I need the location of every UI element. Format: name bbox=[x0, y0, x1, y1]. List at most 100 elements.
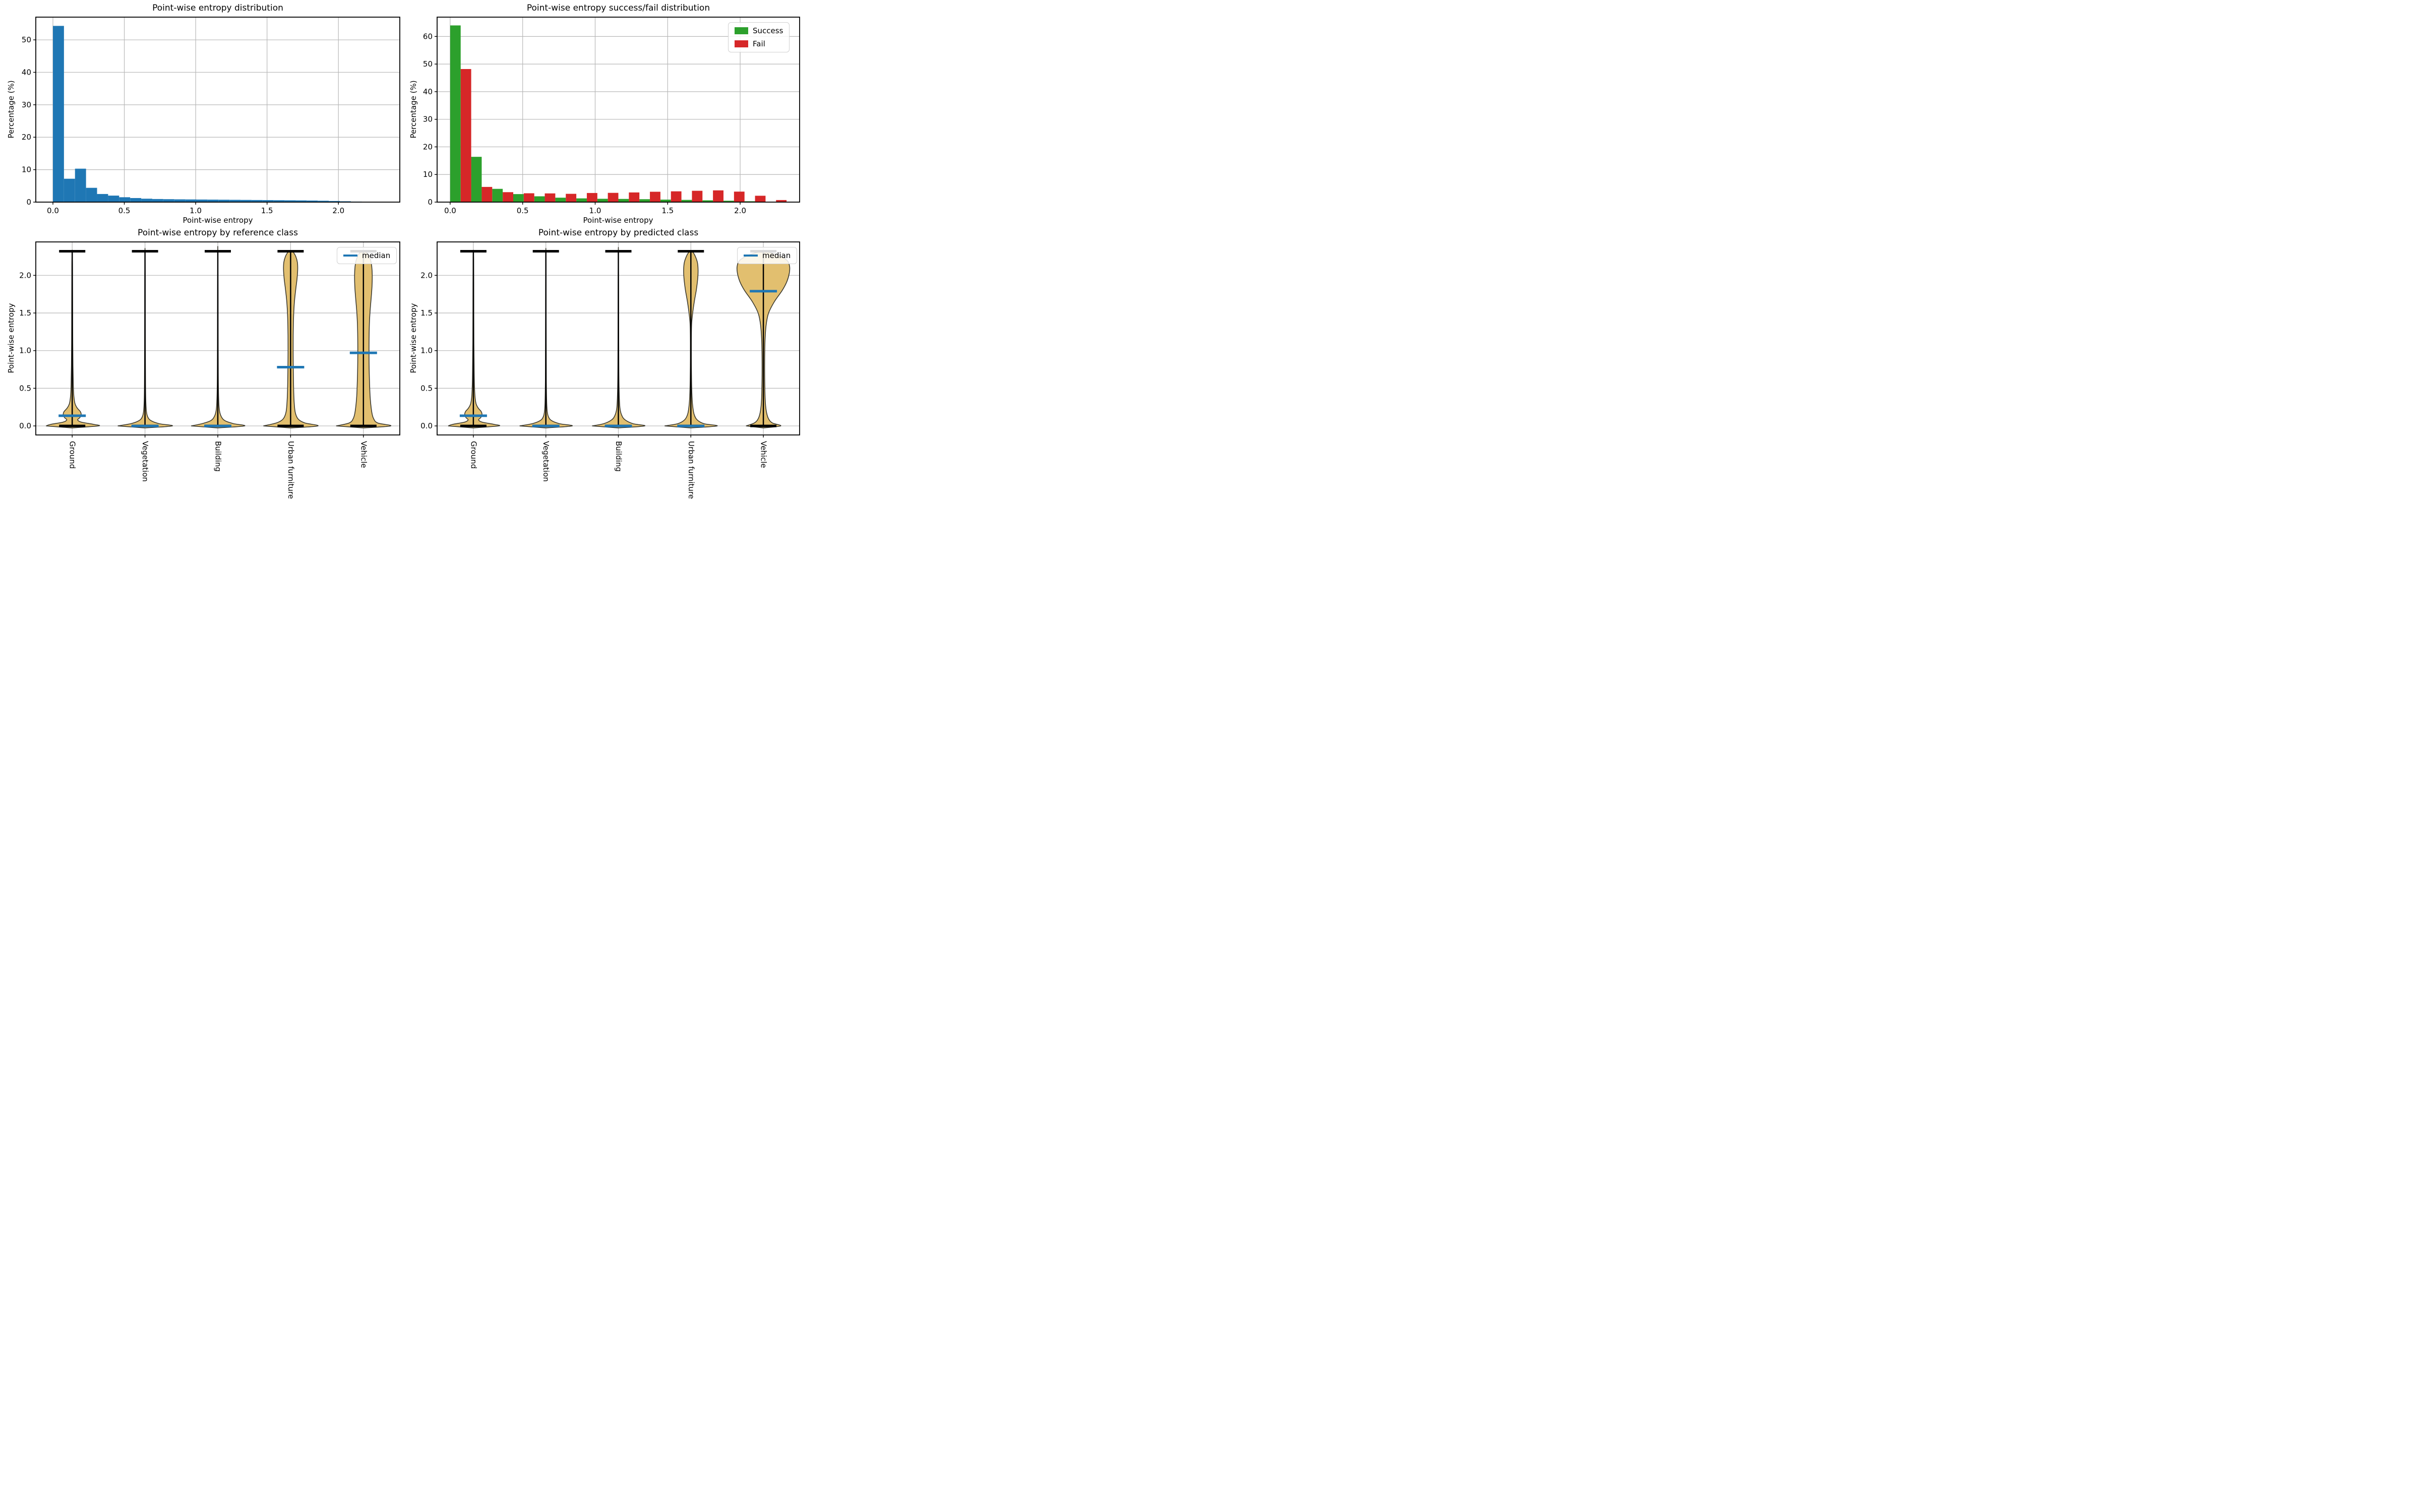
fail-bar bbox=[566, 194, 577, 202]
fail-bar bbox=[671, 191, 682, 202]
title-by-predicted-class: Point-wise entropy by predicted class bbox=[538, 228, 699, 238]
ylabel-percentage-tr: Percentage (%) bbox=[409, 80, 418, 139]
fail-bar bbox=[523, 193, 534, 202]
category-label: Ground bbox=[68, 441, 77, 469]
ylabel-pointwise-entropy-bl: Point-wise entropy bbox=[7, 303, 16, 373]
hist-bar bbox=[64, 178, 75, 202]
success-bar bbox=[639, 199, 650, 202]
success-bar bbox=[555, 198, 566, 202]
legend-label-median-bl: median bbox=[362, 251, 391, 260]
title-success-fail-distribution: Point-wise entropy success/fail distribu… bbox=[526, 3, 710, 13]
success-bar bbox=[660, 200, 671, 202]
category-label: Vehicle bbox=[759, 441, 768, 468]
hist-bar bbox=[141, 199, 152, 202]
hist-bar bbox=[329, 201, 340, 202]
category-label: Building bbox=[614, 441, 623, 472]
subplot-entropy-success-fail: 0 10 20 30 40 50 60 0.0 0.5 1.0 1.5 2.0 bbox=[423, 17, 800, 215]
tick-label: 2.0 bbox=[734, 206, 746, 215]
category-label: Vegetation bbox=[541, 441, 551, 482]
legend-item-fail: Fail bbox=[735, 39, 783, 49]
tick-label: 40 bbox=[423, 87, 433, 96]
ylabel-pointwise-entropy-br: Point-wise entropy bbox=[409, 303, 418, 373]
tick-label: 1.5 bbox=[420, 308, 433, 318]
fail-bar bbox=[481, 186, 493, 202]
tick-label: 2.0 bbox=[19, 271, 31, 280]
tick-label: 20 bbox=[423, 142, 433, 151]
legend-item-median: median bbox=[744, 250, 791, 261]
hist-bar bbox=[52, 26, 64, 202]
fail-bar bbox=[692, 191, 703, 202]
success-swatch-icon bbox=[735, 27, 748, 34]
fail-bar bbox=[608, 193, 619, 202]
success-bar bbox=[681, 200, 692, 202]
fail-bar bbox=[776, 200, 787, 202]
hist-bar bbox=[174, 199, 186, 202]
hist-bar bbox=[273, 200, 285, 202]
hist-bar bbox=[108, 196, 119, 202]
tick-label: 1.0 bbox=[190, 206, 202, 215]
category-label: Ground bbox=[469, 441, 478, 469]
success-bar bbox=[723, 201, 734, 202]
hist-bar bbox=[307, 200, 318, 202]
success-bar bbox=[513, 194, 524, 202]
figure-canvas: 0 10 20 30 40 50 0.0 0.5 1.0 1.5 2.0 0 10 20 30 40 50 60 0… bbox=[0, 0, 807, 504]
tick-label: 30 bbox=[22, 100, 31, 109]
tick-label: 0.5 bbox=[118, 206, 131, 215]
tick-label: 1.0 bbox=[589, 206, 601, 215]
tick-label: 0 bbox=[428, 198, 433, 207]
hist-bar bbox=[196, 199, 208, 202]
legend-median-reference: median bbox=[337, 247, 397, 264]
xlabel-pointwise-entropy-tr: Point-wise entropy bbox=[583, 216, 653, 225]
tick-label: 0 bbox=[26, 198, 31, 207]
tick-label: 0.5 bbox=[517, 206, 529, 215]
category-label: Vegetation bbox=[141, 441, 150, 482]
success-bar bbox=[576, 198, 587, 202]
tick-label: 60 bbox=[423, 32, 433, 41]
xlabel-pointwise-entropy-tl: Point-wise entropy bbox=[183, 216, 253, 225]
ylabel-percentage-tl: Percentage (%) bbox=[7, 80, 16, 139]
median-line-icon bbox=[744, 255, 758, 257]
hist-bar bbox=[152, 199, 163, 202]
hist-bar bbox=[185, 199, 197, 202]
tick-label: 2.0 bbox=[420, 271, 433, 280]
legend-label-fail: Fail bbox=[753, 39, 765, 48]
legend-label-success: Success bbox=[753, 26, 783, 35]
hist-bar bbox=[75, 168, 86, 202]
success-bar bbox=[471, 157, 482, 202]
legend-item-median: median bbox=[343, 250, 390, 261]
hist-bar bbox=[218, 200, 230, 202]
tick-label: 10 bbox=[22, 165, 31, 174]
fail-bar bbox=[650, 192, 660, 202]
legend-success-fail: Success Fail bbox=[728, 22, 790, 52]
tick-label: 1.0 bbox=[19, 346, 31, 355]
tick-label: 1.5 bbox=[19, 308, 31, 318]
legend-item-success: Success bbox=[735, 26, 783, 36]
median-line-icon bbox=[343, 255, 357, 257]
category-label: Urban furniture bbox=[286, 441, 295, 499]
legend-label-median-br: median bbox=[762, 251, 791, 260]
category-label: Urban furniture bbox=[687, 441, 696, 499]
tick-label: 1.0 bbox=[420, 346, 433, 355]
hist-bar bbox=[284, 200, 296, 202]
title-entropy-distribution: Point-wise entropy distribution bbox=[152, 3, 283, 13]
success-bar bbox=[450, 25, 461, 203]
tick-label: 0.0 bbox=[420, 421, 433, 430]
fail-bar bbox=[713, 190, 724, 202]
fail-bar bbox=[734, 192, 745, 202]
success-bar bbox=[492, 188, 503, 202]
success-bar bbox=[618, 199, 629, 202]
fail-bar bbox=[629, 192, 640, 202]
tick-label: 1.5 bbox=[261, 206, 273, 215]
axes-spines bbox=[437, 17, 800, 203]
fail-bar bbox=[544, 193, 556, 202]
hist-bar bbox=[97, 194, 108, 202]
fail-bar bbox=[586, 193, 597, 202]
hist-bar bbox=[163, 199, 174, 202]
axes-spines bbox=[35, 17, 400, 203]
hist-bar bbox=[130, 198, 142, 202]
success-bar bbox=[702, 200, 713, 202]
success-bar bbox=[534, 196, 545, 202]
tick-label: 0.5 bbox=[420, 384, 433, 393]
tick-label: 0.0 bbox=[444, 206, 456, 215]
hist-bar bbox=[318, 201, 329, 202]
